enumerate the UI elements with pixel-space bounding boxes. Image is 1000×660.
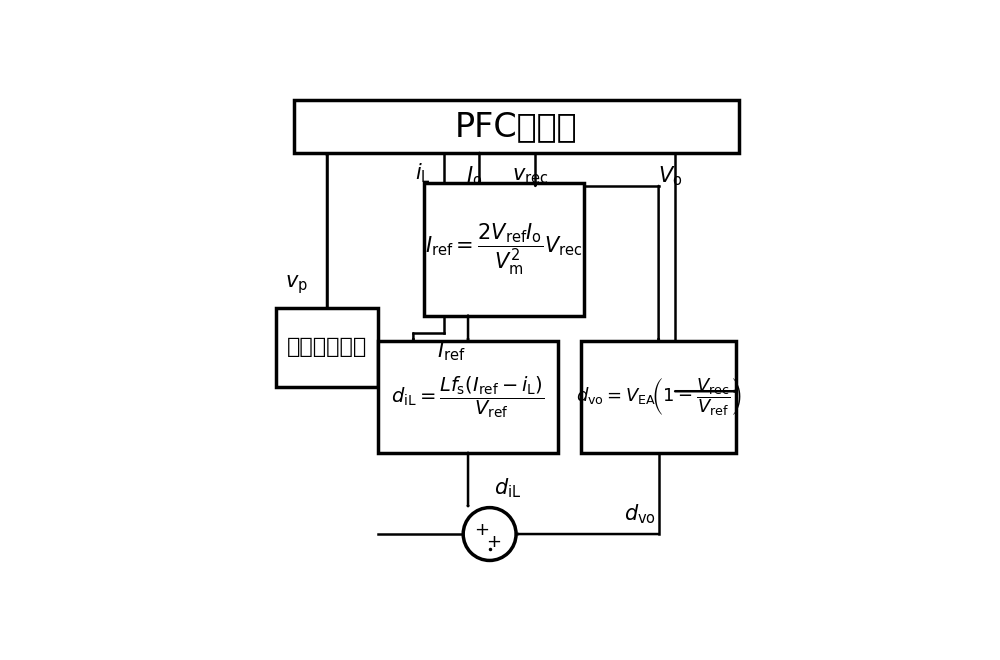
Text: $V_{\mathrm{o}}$: $V_{\mathrm{o}}$ [658,164,682,187]
Bar [294,100,739,153]
Text: $I_{\mathrm{o}}$: $I_{\mathrm{o}}$ [466,164,483,187]
Text: $v_{\mathrm{rec}}$: $v_{\mathrm{rec}}$ [512,166,548,185]
Bar [424,183,584,315]
Text: $d_{\mathrm{vo}}=V_{\mathrm{EA}}\!\left(1-\dfrac{V_{\mathrm{rec}}}{V_{\mathrm{re: $d_{\mathrm{vo}}=V_{\mathrm{EA}}\!\left(… [576,376,741,418]
Text: $I_{\mathrm{ref}}=\dfrac{2V_{\mathrm{ref}}I_{\mathrm{o}}}{V_{\mathrm{m}}^{2}}V_{: $I_{\mathrm{ref}}=\dfrac{2V_{\mathrm{ref… [425,222,582,277]
Bar [378,341,558,453]
Text: +: + [486,533,501,551]
Text: $d_{\mathrm{iL}}=\dfrac{Lf_{\mathrm{s}}(I_{\mathrm{ref}}-i_{\mathrm{L}})}{V_{\ma: $d_{\mathrm{iL}}=\dfrac{Lf_{\mathrm{s}}(… [391,374,545,420]
Text: $v_{\mathrm{p}}$: $v_{\mathrm{p}}$ [285,274,308,296]
Text: $d_{\mathrm{vo}}$: $d_{\mathrm{vo}}$ [624,502,656,525]
Text: $i_{\mathrm{L}}$: $i_{\mathrm{L}}$ [415,162,431,185]
Circle shape [463,508,516,560]
Bar [276,308,378,387]
Text: 驱动脉冲产生: 驱动脉冲产生 [287,337,367,357]
Text: $d_{\mathrm{iL}}$: $d_{\mathrm{iL}}$ [494,477,521,500]
Text: +: + [474,521,489,539]
Text: $I_{\mathrm{ref}}$: $I_{\mathrm{ref}}$ [437,339,466,363]
Text: PFC变换器: PFC变换器 [455,110,578,143]
Bar [581,341,736,453]
